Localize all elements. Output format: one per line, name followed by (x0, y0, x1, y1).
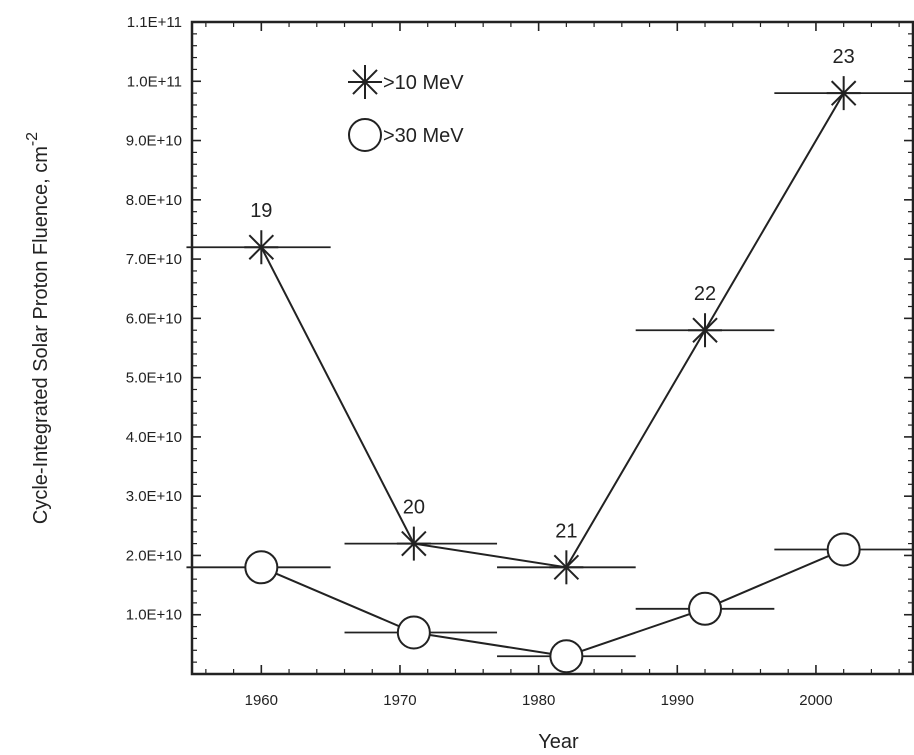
cycle-label: 22 (694, 283, 716, 305)
cycle-label: 23 (833, 46, 855, 68)
series-lines (260, 92, 845, 658)
asterisk-stroke (248, 234, 275, 260)
y-tick-label: 7.0E+10 (126, 251, 182, 268)
asterisk-marker (396, 526, 431, 561)
asterisk-marker (549, 550, 584, 585)
y-axis-title-main: Cycle-Integrated Solar Proton Fluence, c… (30, 146, 52, 524)
y-tick-label: 4.0E+10 (126, 429, 182, 446)
asterisk-stroke (830, 80, 857, 106)
circle-marker (244, 550, 279, 585)
asterisk-marker (826, 76, 861, 111)
x-axis-title: Year (538, 731, 579, 753)
cycle-label: 21 (555, 520, 577, 542)
asterisk-stroke (553, 554, 580, 581)
y-tick-label: 1.0E+10 (126, 607, 182, 624)
y-tick-label: 1.0E+11 (127, 73, 182, 90)
axis-ticks (192, 21, 913, 674)
x-tick-label: 1980 (522, 692, 555, 709)
series-markers (244, 76, 861, 674)
y-tick-label: 9.0E+10 (126, 133, 182, 150)
asterisk-stroke (352, 69, 378, 95)
y-axis-title-exponent: -2 (24, 132, 41, 146)
x-tick-label: 2000 (799, 692, 832, 709)
cycle-annotations: 19 20 21 22 23 (250, 46, 855, 542)
y-tick-label: 2.0E+10 (126, 547, 182, 564)
error-bars (186, 92, 913, 658)
circle-marker (396, 615, 431, 650)
legend: >10 MeV >30 MeV (348, 65, 464, 152)
circle-marker (688, 591, 723, 626)
asterisk-marker (244, 230, 279, 265)
y-tick-label: 3.0E+10 (126, 488, 182, 505)
asterisk-stroke (401, 530, 427, 557)
legend-label: >10 MeV (383, 72, 464, 94)
asterisk-marker (688, 313, 723, 348)
circle-marker (826, 532, 861, 567)
cycle-label: 20 (403, 497, 425, 519)
y-tick-label: 1.1E+11 (127, 14, 182, 31)
cycle-label: 19 (250, 200, 272, 222)
y-tick-label: 8.0E+10 (126, 192, 182, 209)
x-tick-label: 1990 (661, 692, 694, 709)
legend-label: >30 MeV (383, 125, 464, 147)
x-tick-label: 1970 (383, 692, 416, 709)
tick-labels: 1.0E+10 2.0E+10 3.0E+10 4.0E+10 5.0E+10 6.0E+… (126, 14, 833, 709)
legend-asterisk-marker (348, 65, 382, 99)
y-tick-label: 5.0E+10 (126, 370, 182, 387)
circle-marker (549, 639, 584, 674)
y-axis-title: Cycle-Integrated Solar Proton Fluence, c… (24, 132, 52, 524)
legend-circle-marker (348, 118, 382, 152)
asterisk-stroke (692, 317, 718, 343)
y-tick-label: 6.0E+10 (126, 310, 182, 327)
x-tick-label: 1960 (245, 692, 278, 709)
plot-frame (190, 20, 914, 676)
